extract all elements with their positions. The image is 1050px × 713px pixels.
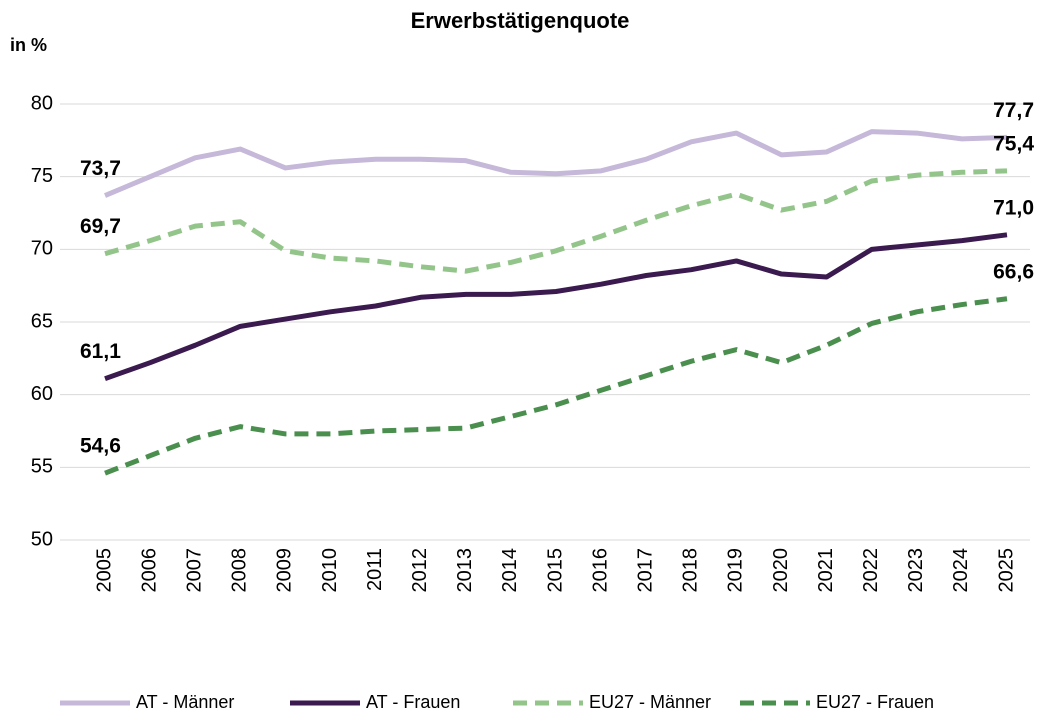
- data-label: 54,6: [80, 435, 121, 458]
- legend-label: EU27 - Frauen: [816, 692, 934, 712]
- x-tick-label: 2025: [995, 548, 1017, 593]
- chart-title: Erwerbstätigenquote: [411, 8, 630, 33]
- y-axis-label: in %: [10, 35, 47, 55]
- legend-label: EU27 - Männer: [589, 692, 711, 712]
- x-tick-label: 2011: [364, 548, 386, 591]
- x-tick-label: 2007: [183, 548, 205, 593]
- x-tick-label: 2021: [815, 548, 837, 593]
- x-tick-label: 2014: [499, 548, 521, 593]
- y-tick-label: 50: [31, 528, 53, 550]
- x-tick-label: 2017: [634, 548, 656, 593]
- data-label: 66,6: [993, 260, 1034, 283]
- x-tick-label: 2005: [93, 548, 115, 593]
- y-tick-label: 70: [31, 238, 53, 260]
- series-line: [104, 232, 1008, 382]
- data-label: 71,0: [993, 196, 1034, 219]
- x-tick-label: 2016: [589, 548, 611, 593]
- series-line: [104, 168, 1008, 274]
- x-tick-label: 2022: [860, 548, 882, 593]
- legend-label: AT - Frauen: [366, 692, 460, 712]
- x-tick-label: 2010: [319, 548, 341, 593]
- x-tick-label: 2023: [905, 548, 927, 593]
- x-tick-label: 2015: [544, 548, 566, 593]
- data-label: 69,7: [80, 215, 121, 238]
- y-tick-label: 80: [31, 92, 53, 114]
- x-tick-label: 2009: [274, 548, 296, 593]
- data-label: 75,4: [993, 132, 1034, 155]
- x-tick-label: 2006: [138, 548, 160, 593]
- y-tick-label: 60: [31, 383, 53, 405]
- data-label: 73,7: [80, 157, 121, 180]
- y-tick-label: 75: [31, 165, 53, 187]
- x-tick-label: 2013: [454, 548, 476, 593]
- y-tick-label: 65: [31, 310, 53, 332]
- series-line: [104, 129, 1008, 198]
- x-tick-label: 2020: [770, 548, 792, 593]
- x-tick-label: 2012: [409, 548, 431, 593]
- x-tick-label: 2018: [680, 548, 702, 593]
- legend-label: AT - Männer: [136, 692, 234, 712]
- series-line: [104, 296, 1008, 476]
- x-tick-label: 2008: [229, 548, 251, 593]
- x-tick-label: 2019: [725, 548, 747, 593]
- x-tick-label: 2024: [950, 548, 972, 593]
- data-label: 61,1: [80, 340, 121, 363]
- y-tick-label: 55: [31, 456, 53, 478]
- data-label: 77,7: [993, 99, 1034, 122]
